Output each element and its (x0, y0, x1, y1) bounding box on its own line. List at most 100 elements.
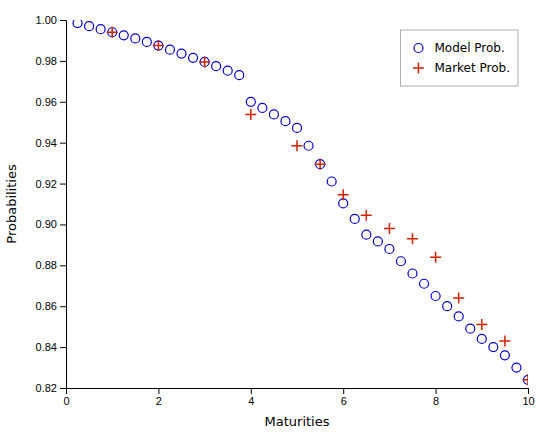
point-group (304, 141, 313, 150)
tick-label: 8 (433, 395, 439, 407)
point-group (489, 343, 498, 352)
point-group (235, 71, 244, 80)
point-group (223, 66, 232, 75)
tick-label: 0.82 (36, 382, 57, 394)
tick-mark (60, 388, 66, 389)
point-group (246, 97, 255, 106)
point (108, 28, 117, 37)
chart: 02468100.820.840.860.880.900.920.940.960… (0, 0, 550, 438)
point (316, 160, 325, 169)
point-group (431, 292, 440, 301)
point (177, 49, 186, 58)
point-group (119, 31, 128, 40)
point-group (430, 252, 441, 263)
point (443, 302, 452, 311)
point-group (384, 223, 395, 234)
point (362, 230, 371, 239)
point-group (85, 22, 94, 31)
x-axis: 0246810 (63, 388, 534, 407)
tick: 0.92 (36, 178, 66, 190)
tick-mark (60, 20, 66, 21)
y-axis: 0.820.840.860.880.900.920.940.960.981.00 (36, 14, 67, 394)
point (199, 56, 210, 67)
point (431, 292, 440, 301)
tick: 0.94 (36, 137, 66, 149)
point-group (96, 25, 105, 34)
tick-mark (60, 224, 66, 225)
point (85, 22, 94, 31)
point (524, 375, 529, 384)
axis-line (60, 21, 67, 389)
tick: 6 (341, 388, 347, 407)
tick: 0.96 (36, 96, 66, 108)
series (73, 20, 528, 384)
point (131, 34, 140, 43)
point-group (499, 335, 510, 346)
series (107, 27, 528, 386)
tick: 1.00 (36, 14, 66, 26)
point-group (292, 140, 303, 151)
point (212, 62, 221, 71)
point-group (362, 230, 371, 239)
legend-symbol-group (413, 63, 424, 74)
tick: 0 (63, 388, 69, 407)
point (453, 293, 464, 304)
tick-mark (60, 102, 66, 103)
plot: 02468100.820.840.860.880.900.920.940.960… (36, 14, 535, 407)
tick-label: 4 (248, 395, 254, 407)
point-group (165, 45, 174, 54)
point (512, 363, 521, 372)
tick-mark (60, 306, 66, 307)
tick-mark (436, 388, 437, 394)
point-group (396, 257, 405, 266)
legend: Model Prob. Market Prob. (400, 30, 518, 86)
point (200, 57, 209, 66)
legend-symbol-group (414, 44, 423, 53)
point (500, 351, 509, 360)
point (466, 324, 475, 333)
legend-symbol (414, 44, 423, 53)
point-group (466, 324, 475, 333)
tick: 0.84 (36, 341, 66, 353)
tick: 8 (433, 388, 439, 407)
point (142, 37, 151, 46)
point (189, 53, 198, 62)
point (315, 159, 326, 170)
point (73, 20, 82, 28)
point (269, 110, 278, 119)
point (523, 374, 529, 385)
point (119, 31, 128, 40)
point (107, 27, 118, 38)
point (499, 335, 510, 346)
point-group (327, 177, 336, 186)
point (477, 334, 486, 343)
tick-mark (60, 61, 66, 62)
point (361, 210, 372, 221)
tick-label: 1.00 (36, 14, 57, 26)
tick-mark (60, 184, 66, 185)
point-group (131, 34, 140, 43)
point (327, 177, 336, 186)
point-group (453, 293, 464, 304)
point (304, 141, 313, 150)
legend-item: Model Prob. (414, 41, 505, 55)
point-group (350, 214, 359, 223)
tick: 0.82 (36, 382, 66, 394)
point (235, 71, 244, 80)
point (407, 233, 418, 244)
tick-label: 0.96 (36, 96, 57, 108)
point-group (407, 233, 418, 244)
point (384, 223, 395, 234)
point-group (108, 28, 117, 37)
point (430, 252, 441, 263)
tick: 2 (156, 388, 162, 407)
point-group (154, 41, 163, 50)
tick: 0.90 (36, 218, 66, 230)
point-group (523, 374, 529, 385)
point (385, 244, 394, 253)
legend-item: Market Prob. (413, 61, 510, 75)
point-group (177, 49, 186, 58)
tick-label: 0.90 (36, 218, 57, 230)
point (396, 257, 405, 266)
tick-label: 6 (341, 395, 347, 407)
